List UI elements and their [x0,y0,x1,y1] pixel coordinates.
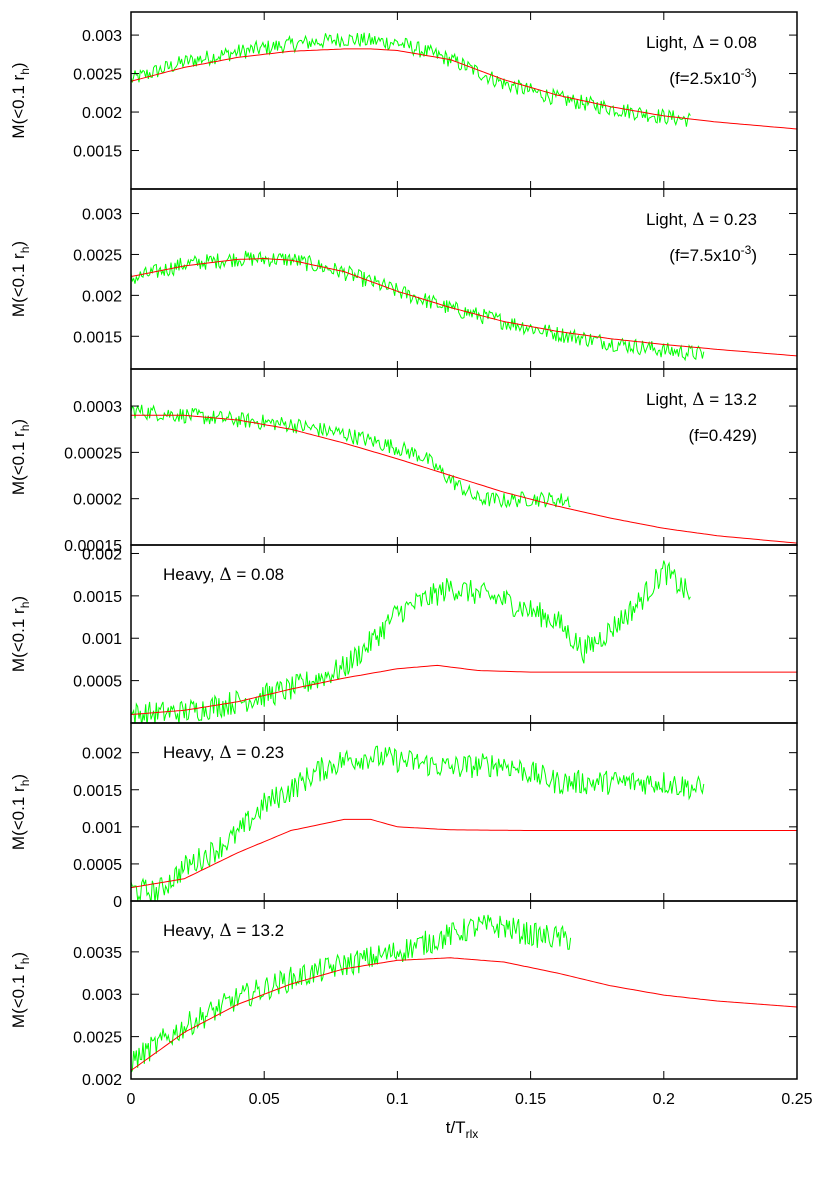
x-axis-title-main: t/T [446,1118,466,1137]
y-tick-label: 0 [113,894,122,911]
y-tick-label: 0.0015 [73,589,122,606]
y-tick-label: 0.00025 [64,445,122,462]
y-tick-label: 0.003 [82,28,122,45]
panel-6: 0.002 0.0025 0.003 0.0035 M(<0.1 rh) Heavy, Δ… [9,900,798,1089]
series-model-panel-1 [131,48,797,130]
y-axis-title-sub: h [18,602,32,609]
y-tick-label: 0.0005 [73,674,122,691]
series-simulation-panel-3 [131,404,571,509]
y-axis-title-sub: h [18,247,32,254]
y-tick-label: 0.00015 [64,538,122,555]
series-simulation-panel-6 [131,914,572,1073]
y-axis-title: M(<0.1 rh) [9,419,32,495]
y-axis-title: M(<0.1 rh) [9,241,32,317]
panel-frame [130,900,798,1080]
x-axis-ticklabels: 0 0.05 0.1 0.15 0.2 0.25 [127,1091,813,1108]
y-axis-title-main: M(<0.1 r [9,253,28,317]
panel-annotation: Heavy, Δ = 0.23 [163,743,284,763]
y-tick-label: 0.002 [82,1072,122,1089]
x-axis-title-sub: rlx [466,1127,479,1141]
y-tick-label: 0.0015 [73,144,122,161]
y-tick-label: 0.002 [82,288,122,305]
y-tick-label: 0.0025 [73,67,122,84]
panel-annotation-fraction: (f=2.5x10-3) [669,66,757,88]
y-axis-title-main: M(<0.1 r [9,431,28,495]
panel-4: 0.0005 0.001 0.0015 0.002 M(<0.1 rh) Heavy, Δ… [9,544,798,724]
y-axis-title-sub: h [18,780,32,787]
y-axis-title: M(<0.1 rh) [9,596,32,672]
panel-3: 0.00015 0.0002 0.00025 0.0003 M(<0.1 rh) Ligh… [9,368,798,555]
y-axis-title: M(<0.1 rh) [9,952,32,1028]
series-simulation-panel-2 [131,250,705,362]
y-tick-label: 0.001 [82,820,122,837]
series-model-panel-5 [131,818,797,889]
x-tick-label: 0 [127,1091,136,1108]
series-model-panel-3 [131,414,797,544]
y-tick-label: 0.0005 [73,857,122,874]
y-axis-title-close: ) [9,419,28,425]
panel-2: 0.0015 0.002 0.0025 0.003 M(<0.1 rh) Light, Δ… [9,188,798,370]
y-axis-title-sub: h [18,68,32,75]
panel-annotation: Light, Δ = 0.23 [646,210,757,230]
series-model-panel-4 [131,664,797,715]
y-axis-title-close: ) [9,62,28,68]
y-tick-label: 0.0003 [73,399,122,416]
y-axis-title: M(<0.1 rh) [9,774,32,850]
panel-5: 0 0.0005 0.001 0.0015 0.002 M(<0.1 rh) Heavy, … [9,722,798,911]
y-tick-label: 0.0035 [73,945,122,962]
y-tick-label: 0.002 [82,105,122,122]
x-tick-label: 0.2 [653,1091,675,1108]
panel-annotation: Heavy, Δ = 13.2 [163,921,284,941]
y-axis-title-sub: h [18,958,32,965]
series-simulation-panel-4 [131,560,691,723]
panel-annotation-fraction: (f=7.5x10-3) [669,243,757,265]
y-tick-label: 0.001 [82,631,122,648]
y-axis-title-main: M(<0.1 r [9,964,28,1028]
x-tick-label: 0.1 [386,1091,408,1108]
y-axis-title-close: ) [9,774,28,780]
y-tick-label: 0.003 [82,987,122,1004]
y-tick-label: 0.0015 [73,329,122,346]
panel-annotation: Light, Δ = 0.08 [646,33,757,53]
panel-annotation: Light, Δ = 13.2 [646,390,757,410]
series-simulation-panel-1 [131,32,691,127]
y-axis-title-sub: h [18,425,32,432]
x-tick-label: 0.15 [515,1091,546,1108]
y-tick-label: 0.0002 [73,492,122,509]
series-simulation-panel-5 [131,745,705,901]
y-tick-label: 0.002 [82,546,122,563]
y-axis-title-main: M(<0.1 r [9,786,28,850]
y-tick-label: 0.003 [82,207,122,224]
y-tick-label: 0.0025 [73,1030,122,1047]
y-axis-title-main: M(<0.1 r [9,74,28,138]
y-axis-title-close: ) [9,952,28,958]
x-axis-title: t/Trlx [446,1118,479,1141]
y-axis-title-main: M(<0.1 r [9,608,28,672]
series-model-panel-6 [131,957,797,1071]
panel-1: 0.0015 0.002 0.0025 0.003 M(<0.1 rh) Light, Δ… [9,11,798,190]
y-axis-title-close: ) [9,241,28,247]
y-tick-label: 0.0015 [73,783,122,800]
series-model-panel-2 [131,257,797,357]
x-tick-label: 0.25 [781,1091,812,1108]
y-axis-title: M(<0.1 rh) [9,62,32,138]
y-tick-label: 0.002 [82,746,122,763]
y-axis-title-close: ) [9,596,28,602]
x-tick-label: 0.05 [249,1091,280,1108]
y-tick-label: 0.0025 [73,247,122,264]
panel-annotation: Heavy, Δ = 0.08 [163,565,284,585]
panel-annotation-fraction: (f=0.429) [688,426,757,445]
